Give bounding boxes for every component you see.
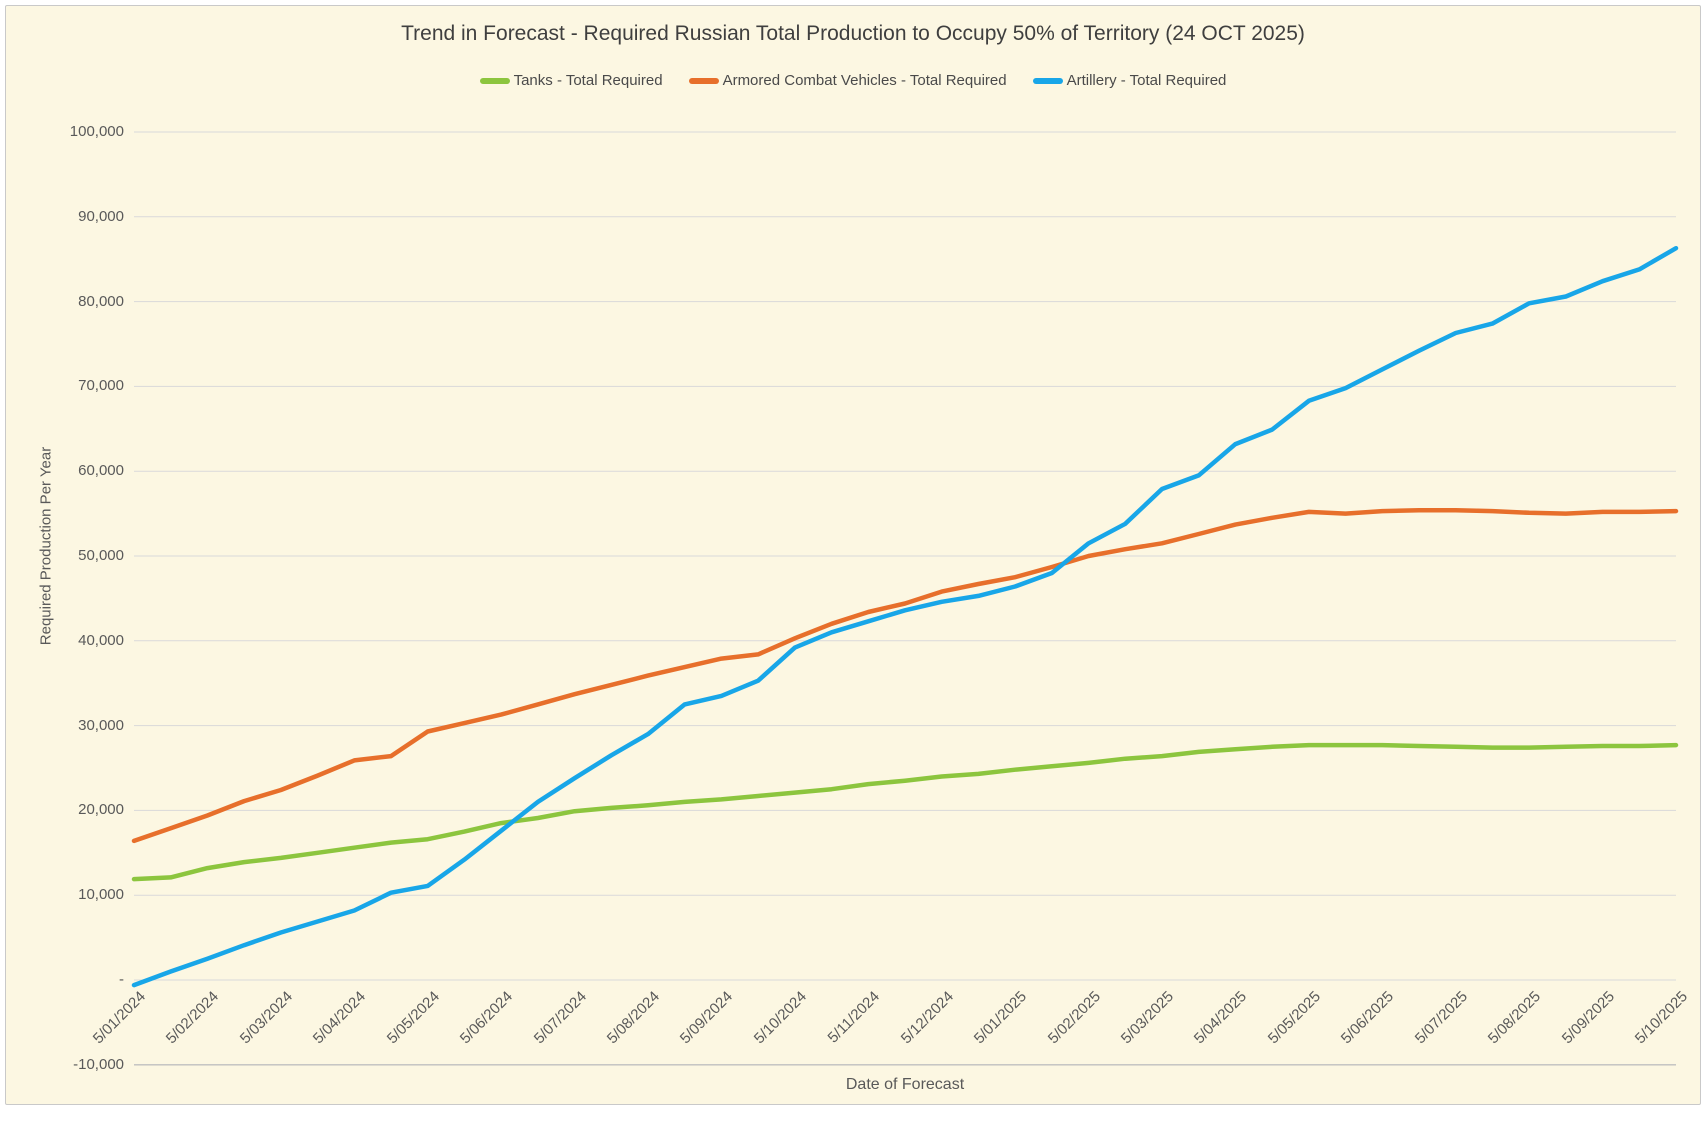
legend-item: Armored Combat Vehicles - Total Required — [688, 72, 1007, 89]
chart-canvas: Trend in Forecast - Required Russian Tot… — [5, 5, 1701, 1105]
chart-title: Trend in Forecast - Required Russian Tot… — [401, 22, 1305, 45]
y-tick-label: 80,000 — [78, 292, 124, 310]
y-axis-title: Required Production Per Year — [37, 446, 55, 646]
series-line-tanks-total-required — [131, 742, 1679, 882]
legend-swatch-icon — [479, 77, 510, 84]
y-tick-label: 30,000 — [78, 716, 124, 734]
y-tick-label: -10,000 — [73, 1055, 124, 1073]
plot-area — [131, 131, 1679, 1066]
legend-item: Tanks - Total Required — [479, 72, 663, 89]
legend-swatch-icon — [1032, 77, 1063, 84]
y-tick-label: 10,000 — [78, 886, 124, 904]
y-tick-label: - — [119, 971, 124, 988]
series-line-armored-combat-vehicles-total-required — [131, 507, 1679, 844]
legend-label: Artillery - Total Required — [1066, 72, 1227, 89]
y-tick-label: 90,000 — [78, 207, 124, 225]
series-line-artillery-total-required — [131, 245, 1679, 988]
y-tick-label: 40,000 — [78, 631, 124, 649]
x-axis-title: Date of Forecast — [845, 1076, 965, 1093]
y-tick-label: 70,000 — [78, 377, 124, 395]
legend-swatch-icon — [688, 77, 719, 84]
legend-label: Armored Combat Vehicles - Total Required — [722, 72, 1007, 89]
y-tick-label: 50,000 — [78, 547, 124, 564]
y-tick-label: 20,000 — [78, 801, 124, 819]
legend: Tanks - Total Required Armored Combat Veh… — [6, 72, 1700, 89]
legend-item: Artillery - Total Required — [1032, 72, 1227, 89]
y-tick-label: 100,000 — [69, 123, 124, 140]
legend-label: Tanks - Total Required — [513, 72, 663, 89]
y-tick-label: 60,000 — [78, 462, 124, 480]
